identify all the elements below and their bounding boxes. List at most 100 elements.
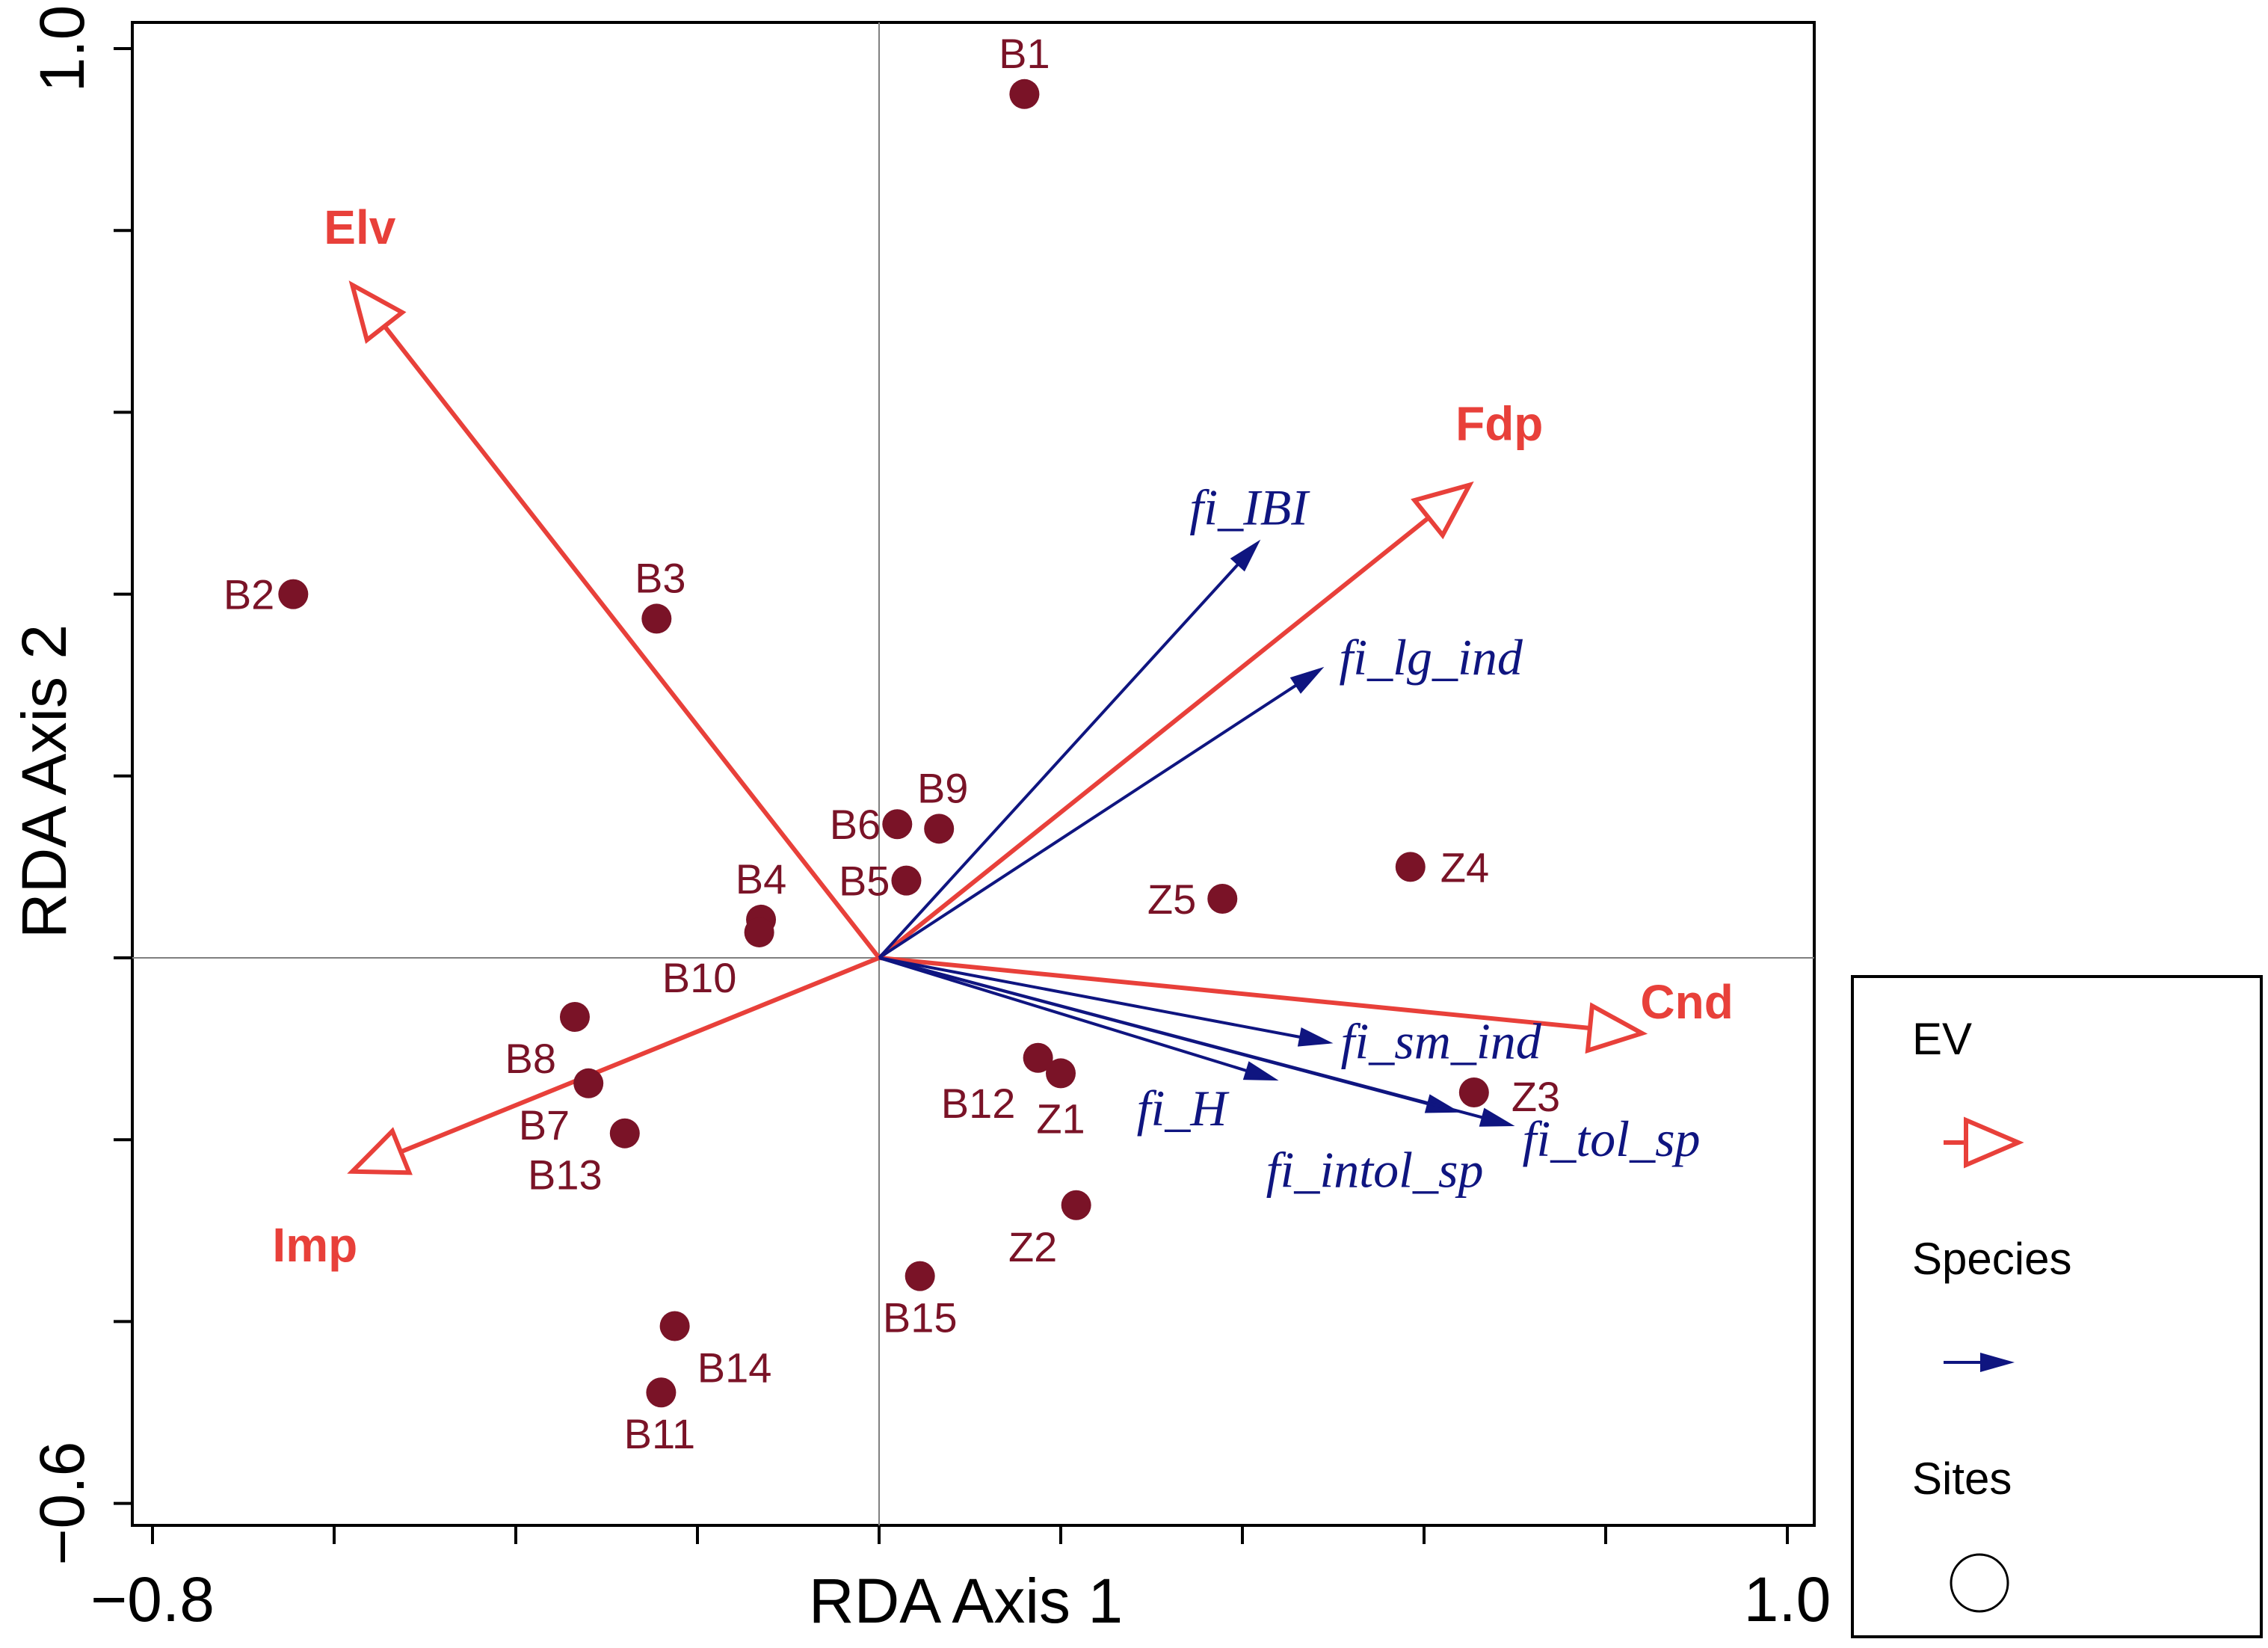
species-arrow-fi-h (878, 956, 1279, 1081)
site-point-b1 (1009, 79, 1040, 109)
site-point-b9 (924, 814, 955, 844)
site-label-b3: B3 (635, 554, 686, 601)
legend-ev-arrow-icon (1944, 1116, 2024, 1169)
site-label-z1: Z1 (1036, 1095, 1085, 1142)
species-label-fi-sm-ind: fi_sm_ind (1341, 1012, 1542, 1069)
legend-species-arrow (1944, 1353, 2015, 1372)
arrow-head (1297, 1027, 1334, 1047)
y-axis-title: RDA Axis 2 (9, 624, 79, 938)
species-arrow-fi-ibi (878, 539, 1261, 959)
arrow-head (1242, 1061, 1279, 1081)
site-label-b11: B11 (624, 1410, 695, 1457)
species-label-fi-ibi: fi_IBI (1189, 479, 1310, 536)
arrow-head (1964, 1116, 2024, 1169)
site-label-b15: B15 (883, 1294, 958, 1341)
origin-crosshair (132, 22, 1814, 1525)
site-label-b10: B10 (662, 954, 737, 1001)
species-arrows (878, 539, 1515, 1127)
site-point-b7 (573, 1068, 604, 1098)
ev-arrow-fdp (878, 481, 1474, 960)
site-point-z5 (1207, 883, 1238, 914)
site-point-b12 (1023, 1042, 1053, 1073)
arrow-shaft (400, 956, 881, 1154)
ev-arrow-elv (348, 280, 881, 959)
x-tick-label: −0.8 (90, 1564, 215, 1635)
x-tick-label: 1.0 (1744, 1564, 1831, 1635)
site-label-b4: B4 (736, 855, 787, 903)
species-label-fi-intol-sp: fi_intol_sp (1266, 1142, 1484, 1199)
legend: EV Species Sites (1851, 975, 2263, 1638)
arrow-head (1411, 481, 1474, 540)
y-tick-label: −0.6 (27, 1442, 97, 1566)
site-label-b14: B14 (697, 1344, 772, 1391)
ev-label-elv: Elv (324, 200, 395, 254)
site-label-b6: B6 (830, 801, 881, 848)
arrow-head (1479, 1107, 1515, 1127)
arrow-shaft (878, 956, 1591, 1031)
species-arrow-fi-sm-ind (878, 956, 1334, 1047)
site-points (278, 79, 1489, 1408)
site-label-z4: Z4 (1440, 843, 1489, 891)
site-point-b3 (641, 603, 672, 634)
site-label-b7: B7 (519, 1101, 570, 1149)
arrow-shaft (878, 956, 1489, 1121)
axis-tick-labels: −0.8 1.0 −0.6 1.0 (27, 5, 1831, 1635)
site-point-z4 (1395, 852, 1426, 882)
site-label-b13: B13 (528, 1152, 603, 1199)
ev-arrow-imp (347, 956, 881, 1175)
arrow-shaft (878, 559, 1243, 959)
site-label-b9: B9 (917, 764, 969, 811)
site-point-b8 (559, 1002, 590, 1033)
arrow-head (347, 1127, 413, 1175)
arrow-shaft (878, 956, 1307, 1040)
species-arrow-fi-tol-sp (878, 956, 1515, 1127)
species-label-fi-lg-ind: fi_lg_ind (1339, 629, 1523, 686)
arrow-head (1289, 666, 1325, 694)
site-label-b12: B12 (941, 1080, 1016, 1127)
ev-label-fdp: Fdp (1455, 397, 1543, 451)
site-label-z2: Z2 (1008, 1223, 1057, 1270)
y-tick-label: 1.0 (27, 5, 97, 93)
arrow-shaft (878, 680, 1302, 959)
arrow-head (1585, 1002, 1648, 1054)
site-point-b6 (882, 809, 913, 840)
site-label-z3: Z3 (1512, 1073, 1560, 1120)
arrow-head (348, 280, 407, 344)
site-label-z5: Z5 (1147, 876, 1196, 923)
species-label-fi-h: fi_H (1137, 1080, 1230, 1137)
arrow-shaft (878, 516, 1430, 960)
axis-ticks (114, 47, 1789, 1544)
ev-arrow-cnd (878, 956, 1648, 1054)
site-point-b13 (609, 1118, 640, 1149)
arrow-head (1230, 539, 1261, 572)
legend-species-arrow-icon (1944, 1353, 2015, 1372)
point-labels: Elv Fdp Cnd Imp fi_IBI fi_lg_ind fi_sm_ind fi_H… (224, 30, 1734, 1457)
arrow-shaft (878, 956, 1254, 1074)
arrow-head (1980, 1353, 2015, 1372)
site-point-b10 (744, 917, 774, 947)
site-point-z2 (1061, 1190, 1091, 1220)
site-point-b14 (659, 1311, 690, 1341)
legend-label-ev: EV (1912, 1014, 1972, 1064)
legend-box (1851, 975, 2263, 1638)
site-point-b11 (646, 1377, 677, 1408)
species-arrow-fi-lg-ind (878, 666, 1325, 959)
environmental-variable-arrows (347, 280, 1648, 1175)
site-label-b1: B1 (999, 30, 1050, 77)
legend-sites-circle-icon (1950, 1553, 2009, 1613)
legend-ev-arrow (1944, 1116, 2024, 1169)
site-point-z1 (1046, 1058, 1076, 1089)
arrow-shaft (383, 325, 881, 959)
site-point-b5 (891, 865, 922, 896)
ev-label-cnd: Cnd (1640, 975, 1733, 1029)
site-point-z3 (1458, 1077, 1489, 1107)
species-label-fi-tol-sp: fi_tol_sp (1523, 1110, 1701, 1167)
x-axis-title: RDA Axis 1 (809, 1566, 1123, 1636)
plot-frame (131, 21, 1816, 1527)
ev-label-imp: Imp (272, 1218, 357, 1272)
legend-label-species: Species (1912, 1234, 2071, 1284)
site-point-b15 (905, 1261, 935, 1291)
site-label-b8: B8 (505, 1035, 556, 1082)
site-point-b2 (278, 579, 309, 609)
